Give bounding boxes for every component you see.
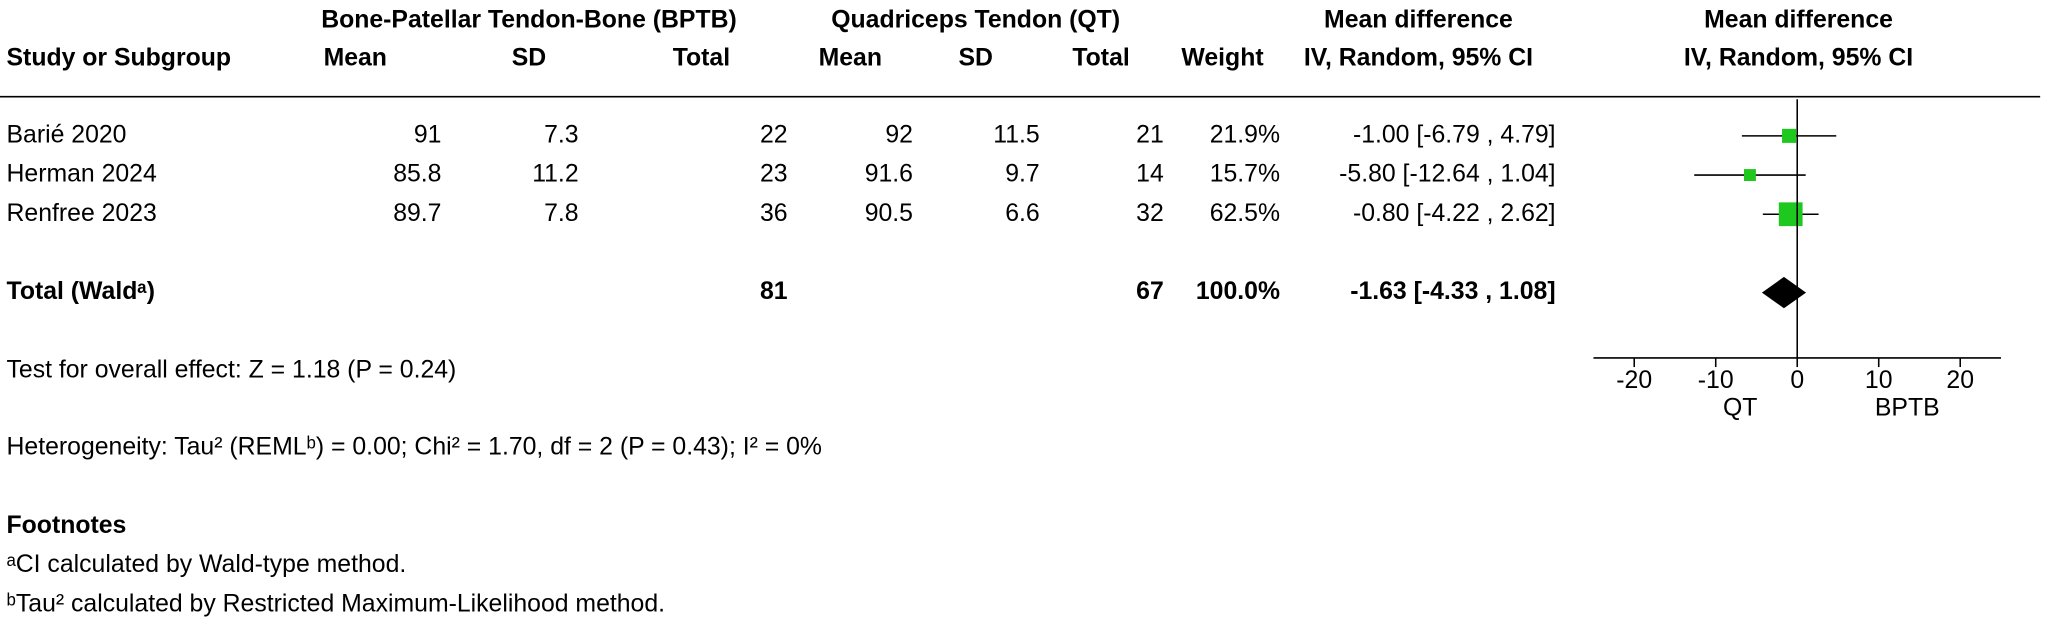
column-header: Mean <box>324 44 387 71</box>
overall-effect: Test for overall effect: Z = 1.18 (P = 0… <box>7 357 457 384</box>
footnotes-title: Footnotes <box>7 512 127 539</box>
column-header: IV, Random, 95% CI <box>1304 44 1533 71</box>
footnote: ᵃCI calculated by Wald-type method. <box>7 551 407 578</box>
column-header: Study or Subgroup <box>7 44 232 71</box>
group-header: Mean difference <box>1324 6 1513 33</box>
cell: 14 <box>1136 161 1164 188</box>
cell: 90.5 <box>865 200 913 227</box>
total-cell: 67 <box>1136 278 1164 305</box>
column-header: SD <box>512 44 546 71</box>
point-estimate <box>1744 169 1756 181</box>
x-tick-label: 10 <box>1865 367 1893 394</box>
cell: -1.00 [-6.79 , 4.79] <box>1353 121 1556 148</box>
column-header: Total <box>1072 44 1129 71</box>
x-tick-label: 0 <box>1790 367 1804 394</box>
cell: 11.2 <box>532 161 578 188</box>
cell: 92 <box>885 121 913 148</box>
study-name: Renfree 2023 <box>7 200 157 227</box>
cell: 32 <box>1136 200 1164 227</box>
group-header: Mean difference <box>1704 6 1893 33</box>
cell: 91 <box>414 121 442 148</box>
footnote: ᵇTau² calculated by Restricted Maximum-L… <box>7 590 666 617</box>
cell: 7.8 <box>544 200 578 227</box>
cell: 21 <box>1136 121 1164 148</box>
total-cell: 100.0% <box>1196 278 1280 305</box>
cell: 7.3 <box>544 121 578 148</box>
column-header: Mean <box>819 44 882 71</box>
cell: 91.6 <box>865 161 913 188</box>
cell: 85.8 <box>393 161 441 188</box>
cell: 23 <box>760 161 788 188</box>
total-cell: 81 <box>760 278 788 305</box>
cell: 22 <box>760 121 788 148</box>
cell: -5.80 [-12.64 , 1.04] <box>1339 161 1555 188</box>
total-diamond <box>1761 276 1807 309</box>
cell: 15.7% <box>1210 161 1280 188</box>
cell: 9.7 <box>1005 161 1039 188</box>
x-left-label: QT <box>1723 394 1757 421</box>
x-tick-label: 20 <box>1946 367 1974 394</box>
column-header: SD <box>958 44 992 71</box>
column-header: IV, Random, 95% CI <box>1684 44 1913 71</box>
total-cell: -1.63 [-4.33 , 1.08] <box>1350 278 1555 305</box>
cell: 36 <box>760 200 788 227</box>
total-name: Total (Waldᵃ) <box>7 278 155 305</box>
column-header: Weight <box>1181 44 1263 71</box>
point-estimate <box>1782 128 1797 143</box>
x-right-label: BPTB <box>1875 394 1940 421</box>
x-tick-label: -20 <box>1616 367 1652 394</box>
cell: 21.9% <box>1210 121 1280 148</box>
cell: 6.6 <box>1005 200 1039 227</box>
cell: 11.5 <box>993 121 1039 148</box>
x-tick-label: -10 <box>1698 367 1734 394</box>
cell: -0.80 [-4.22 , 2.62] <box>1353 200 1556 227</box>
cell: 62.5% <box>1210 200 1280 227</box>
group-header: Bone-Patellar Tendon-Bone (BPTB) <box>321 6 737 33</box>
study-name: Herman 2024 <box>7 161 157 188</box>
study-name: Barié 2020 <box>7 121 127 148</box>
point-estimate <box>1778 202 1803 227</box>
group-header: Quadriceps Tendon (QT) <box>831 6 1120 33</box>
cell: 89.7 <box>393 200 441 227</box>
heterogeneity: Heterogeneity: Tau² (REMLᵇ) = 0.00; Chi²… <box>7 434 822 461</box>
column-header: Total <box>673 44 730 71</box>
